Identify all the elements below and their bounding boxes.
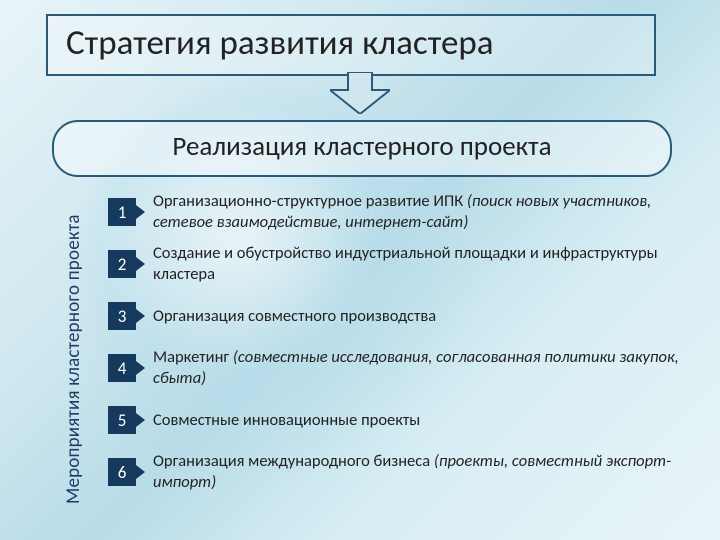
chevron-right-icon bbox=[136, 465, 145, 479]
item-number: 5 bbox=[108, 406, 136, 434]
item-text: Организация международного бизнеса (прое… bbox=[153, 451, 688, 492]
item-number: 1 bbox=[108, 198, 136, 226]
subtitle-box: Реализация кластерного проекта bbox=[52, 120, 672, 177]
item-text: Маркетинг (совместные исследования, согл… bbox=[153, 347, 688, 388]
item-list: 1 Организационно-структурное развитие ИПК… bbox=[108, 190, 688, 502]
list-item: 5 Совместные инновационные проекты bbox=[108, 398, 688, 442]
vertical-axis-label: Мероприятия кластерного проекта bbox=[62, 214, 85, 504]
arrow-down-icon bbox=[330, 72, 390, 114]
list-item: 3 Организация совместного производства bbox=[108, 294, 688, 338]
chevron-right-icon bbox=[136, 361, 145, 375]
item-number: 6 bbox=[108, 458, 136, 486]
list-item: 4 Маркетинг (совместные исследования, сог… bbox=[108, 346, 688, 390]
list-item: 6 Организация международного бизнеса (про… bbox=[108, 450, 688, 494]
item-text: Организация совместного производства bbox=[153, 306, 436, 327]
item-number: 3 bbox=[108, 302, 136, 330]
chevron-right-icon bbox=[136, 413, 145, 427]
item-number: 2 bbox=[108, 250, 136, 278]
list-item: 1 Организационно-структурное развитие ИПК… bbox=[108, 190, 688, 234]
page-title: Стратегия развития кластера bbox=[46, 14, 656, 76]
item-number: 4 bbox=[108, 354, 136, 382]
item-text: Создание и обустройство индустриальной п… bbox=[153, 243, 688, 284]
chevron-right-icon bbox=[136, 309, 145, 323]
chevron-right-icon bbox=[136, 257, 145, 271]
item-text: Совместные инновационные проекты bbox=[153, 410, 420, 431]
chevron-right-icon bbox=[136, 205, 145, 219]
list-item: 2 Создание и обустройство индустриальной … bbox=[108, 242, 688, 286]
item-text: Организационно-структурное развитие ИПК … bbox=[153, 191, 688, 232]
